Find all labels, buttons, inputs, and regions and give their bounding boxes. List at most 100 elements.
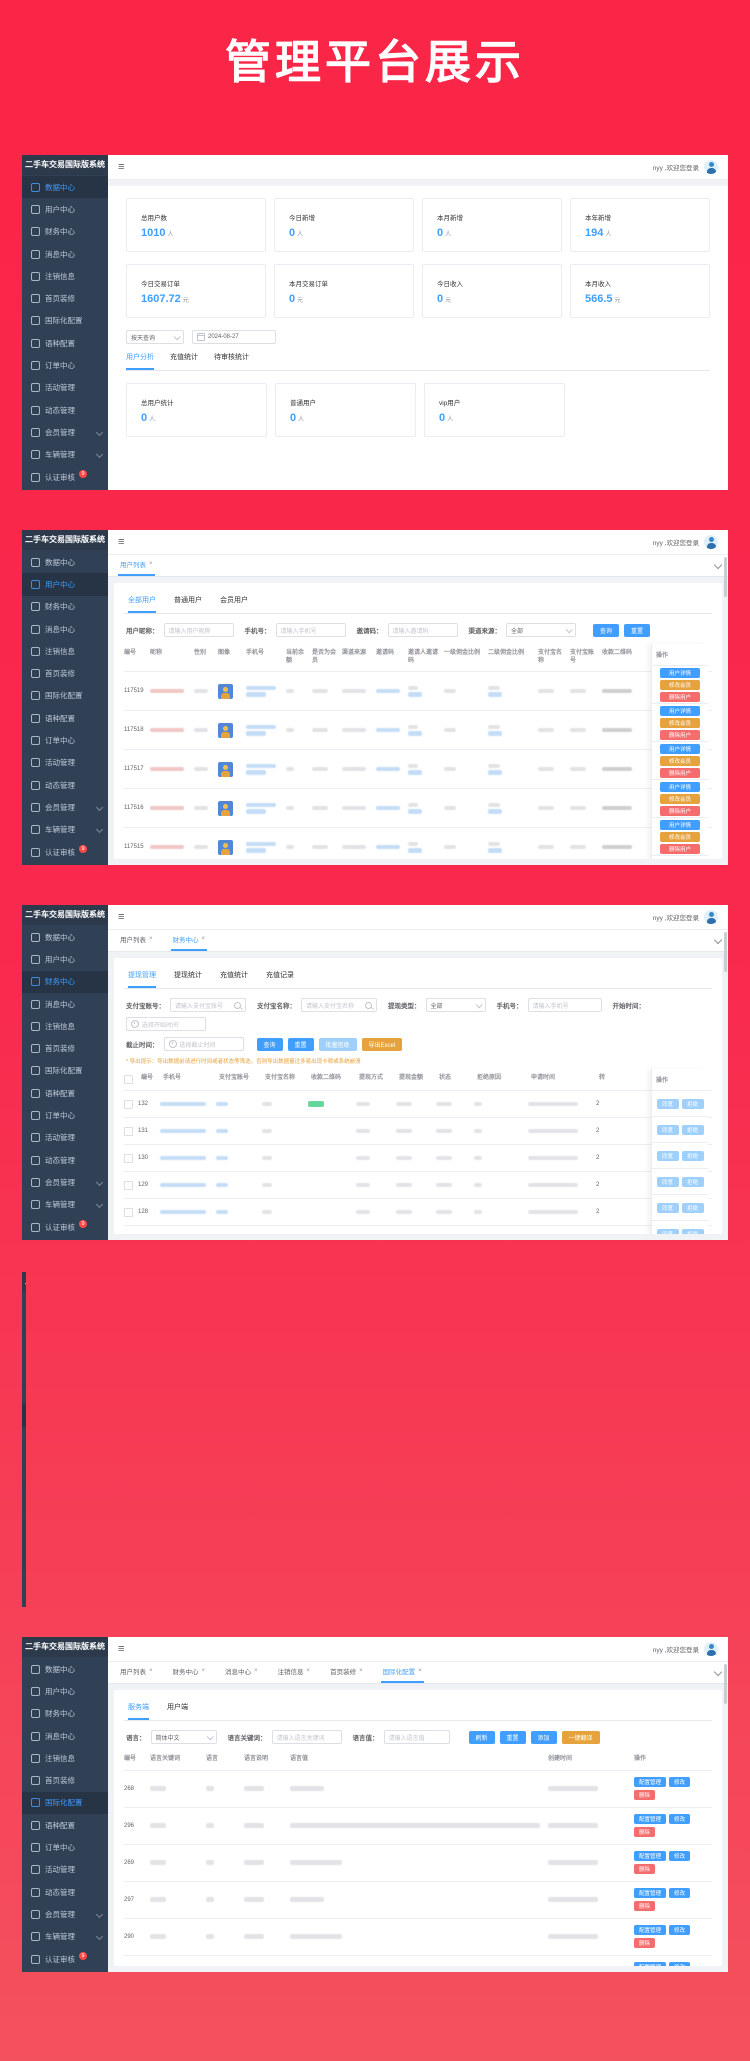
i18n-side-tab[interactable]: 服务端: [128, 1702, 149, 1720]
sidebar-item[interactable]: 消息中心: [22, 618, 108, 640]
user-detail-button[interactable]: 用户详情: [660, 705, 700, 716]
config-manage-button[interactable]: 配置管理: [634, 1777, 667, 1787]
delete-button[interactable]: 删除: [634, 1827, 656, 1837]
dashboard-tab[interactable]: 充值统计: [170, 354, 198, 361]
export-excel-button[interactable]: 导出Excel: [361, 1037, 403, 1051]
finance-tab[interactable]: 提现统计: [174, 972, 202, 979]
config-manage-button[interactable]: 配置管理: [634, 1851, 667, 1861]
sidebar-item[interactable]: 首页装修: [22, 1769, 108, 1791]
sidebar-item[interactable]: 国际化配置: [22, 1060, 108, 1082]
scrollbar[interactable]: [724, 557, 727, 597]
sidebar-item[interactable]: 动态管理: [22, 399, 108, 421]
sidebar-item[interactable]: 语种配置: [22, 1082, 108, 1104]
sidebar-item[interactable]: 动态管理: [22, 1516, 26, 1538]
sidebar-item[interactable]: 注销信息: [22, 640, 108, 662]
approve-button[interactable]: 同意: [656, 1124, 679, 1135]
sidebar-item[interactable]: 注销信息: [22, 1747, 108, 1769]
sidebar-item[interactable]: 认证审核 9: [22, 841, 108, 863]
page-tab[interactable]: 注销信息 ×: [277, 1668, 311, 1676]
sidebar-item[interactable]: 首页装修: [22, 1037, 108, 1059]
reject-button[interactable]: 拒绝: [681, 1150, 704, 1161]
edit-member-button[interactable]: 修改会员: [660, 793, 700, 804]
user-detail-button[interactable]: 用户详情: [660, 781, 700, 792]
sidebar-item[interactable]: 订单中心: [22, 729, 108, 751]
avatar[interactable]: [704, 535, 718, 549]
edit-button[interactable]: 修改: [669, 1925, 691, 1935]
sidebar-item[interactable]: 订单中心: [22, 1104, 108, 1126]
sidebar-item[interactable]: 语种配置: [22, 707, 108, 729]
delete-user-button[interactable]: 删除用户: [660, 767, 700, 778]
sidebar-item[interactable]: 国际化配置: [22, 685, 108, 707]
sidebar-item[interactable]: 财务中心: [22, 596, 108, 618]
sidebar-item[interactable]: 国际化配置: [22, 1427, 26, 1449]
delete-button[interactable]: 删除: [634, 1864, 656, 1874]
sidebar-item[interactable]: 国际化配置: [22, 1791, 108, 1815]
sidebar-item[interactable]: 首页装修: [22, 1404, 26, 1427]
page-tab[interactable]: 财务中心 ×: [172, 1668, 206, 1676]
config-manage-button[interactable]: 配置管理: [634, 1925, 667, 1935]
sidebar-item[interactable]: 车辆管理: [22, 444, 108, 466]
avatar[interactable]: [704, 160, 718, 174]
channel-select[interactable]: 全部: [506, 623, 576, 637]
sidebar-item[interactable]: 认证审核 9: [22, 1583, 26, 1605]
nickname-input[interactable]: 请输入用户昵称: [163, 623, 234, 637]
reset-button[interactable]: 重置: [499, 1730, 526, 1744]
reject-button[interactable]: 拒绝: [681, 1176, 704, 1187]
sidebar-item[interactable]: 数据中心: [22, 1293, 26, 1315]
language-value-input[interactable]: 请输入语言值: [383, 1730, 450, 1744]
delete-user-button[interactable]: 删除用户: [660, 843, 700, 854]
row-checkbox[interactable]: [124, 1153, 133, 1163]
chevron-down-icon[interactable]: [713, 1667, 723, 1677]
hamburger-icon[interactable]: [118, 162, 128, 172]
dashboard-tab[interactable]: 待审核统计: [214, 354, 249, 361]
search-button[interactable]: 查询: [593, 623, 620, 637]
sidebar-item[interactable]: 首页装修: [22, 287, 108, 309]
user-detail-button[interactable]: 用户详情: [660, 819, 700, 830]
sidebar-item[interactable]: 注销信息: [22, 1382, 26, 1404]
user-type-tab[interactable]: 会员用户: [220, 597, 248, 604]
reject-button[interactable]: 拒绝: [681, 1228, 704, 1234]
row-checkbox[interactable]: [124, 1207, 133, 1217]
sidebar-item[interactable]: 订单中心: [22, 354, 108, 376]
sidebar-item[interactable]: 会员管理: [22, 421, 108, 443]
translate-all-button[interactable]: 一键翻译: [561, 1730, 600, 1744]
sidebar-item[interactable]: 会员管理: [22, 1538, 26, 1560]
sidebar-item[interactable]: 语种配置: [22, 1449, 26, 1471]
query-mode-select[interactable]: 按天查询: [126, 330, 184, 344]
page-tab[interactable]: 消息中心 ×: [225, 1668, 258, 1676]
withdraw-type-select[interactable]: 全部: [425, 998, 486, 1012]
scrollbar[interactable]: [724, 1664, 727, 1704]
i18n-side-tab[interactable]: 用户端: [167, 1704, 188, 1711]
page-tab[interactable]: 首页装修 ×: [330, 1668, 363, 1676]
sidebar-item[interactable]: 活动管理: [22, 1494, 26, 1516]
end-time-picker[interactable]: 选择截止时间: [163, 1037, 244, 1051]
sidebar-item[interactable]: 车辆管理: [22, 1926, 108, 1948]
reset-button[interactable]: 重置: [624, 623, 651, 637]
edit-member-button[interactable]: 修改会员: [660, 679, 700, 690]
dashboard-tab[interactable]: 用户分析: [126, 352, 154, 370]
approve-button[interactable]: 同意: [656, 1150, 679, 1161]
page-tab[interactable]: 用户列表 ×: [118, 559, 155, 576]
sidebar-item[interactable]: 消息中心: [22, 1725, 108, 1747]
alipay-no-input[interactable]: 请输入支付宝账号: [170, 998, 246, 1012]
language-select[interactable]: 简体中文: [150, 1730, 217, 1744]
config-manage-button[interactable]: 配置管理: [634, 1888, 667, 1898]
sidebar-item[interactable]: 车辆管理: [22, 819, 108, 841]
sidebar-item[interactable]: 财务中心: [22, 221, 108, 243]
avatar[interactable]: [704, 910, 718, 924]
edit-button[interactable]: 修改: [669, 1814, 691, 1824]
add-button[interactable]: 添加: [530, 1730, 557, 1744]
batch-reject-button[interactable]: 批量拒绝: [318, 1037, 357, 1051]
delete-button[interactable]: 删除: [634, 1938, 656, 1948]
user-type-tab[interactable]: 全部用户: [128, 595, 156, 613]
sidebar-item[interactable]: 活动管理: [22, 377, 108, 399]
start-time-picker[interactable]: 选择开始时间: [126, 1017, 206, 1031]
sidebar-item[interactable]: 财务中心: [22, 1338, 26, 1360]
reset-button[interactable]: 重置: [287, 1037, 314, 1051]
user-detail-button[interactable]: 用户详情: [660, 743, 700, 754]
invite-code-input[interactable]: 请输入邀请码: [387, 623, 458, 637]
edit-button[interactable]: 修改: [669, 1777, 691, 1787]
sidebar-item[interactable]: 消息中心: [22, 993, 108, 1015]
approve-button[interactable]: 同意: [656, 1228, 679, 1234]
sidebar-item[interactable]: 车辆管理: [22, 1561, 26, 1583]
